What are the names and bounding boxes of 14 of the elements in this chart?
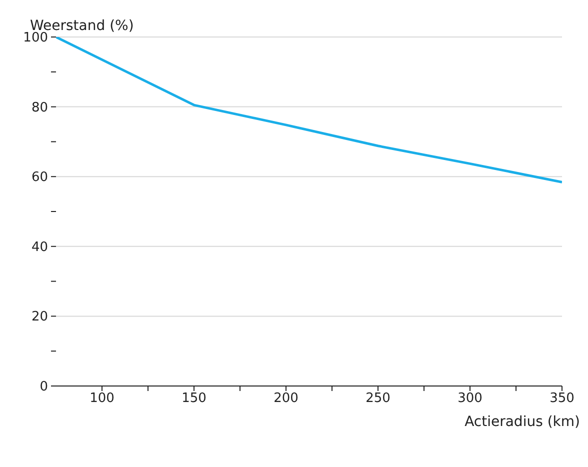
x-tick-label: 150 xyxy=(182,391,206,406)
x-tick-label: 250 xyxy=(366,391,390,406)
x-tick-label: 200 xyxy=(274,391,298,406)
y-tick-label: 0 xyxy=(40,380,48,394)
y-tick-label: 100 xyxy=(23,30,48,46)
y-tick-label: 20 xyxy=(31,310,48,325)
y-tick-label: 40 xyxy=(31,240,48,255)
line-series xyxy=(56,37,562,184)
y-tick-label: 60 xyxy=(31,170,48,186)
y-tick-label: 80 xyxy=(31,100,48,116)
x-tick-label: 100 xyxy=(90,391,114,406)
x-axis-title: Actieradius (km) xyxy=(464,414,580,430)
x-tick-label: 350 xyxy=(550,391,574,406)
x-tick-label: 300 xyxy=(458,391,482,406)
